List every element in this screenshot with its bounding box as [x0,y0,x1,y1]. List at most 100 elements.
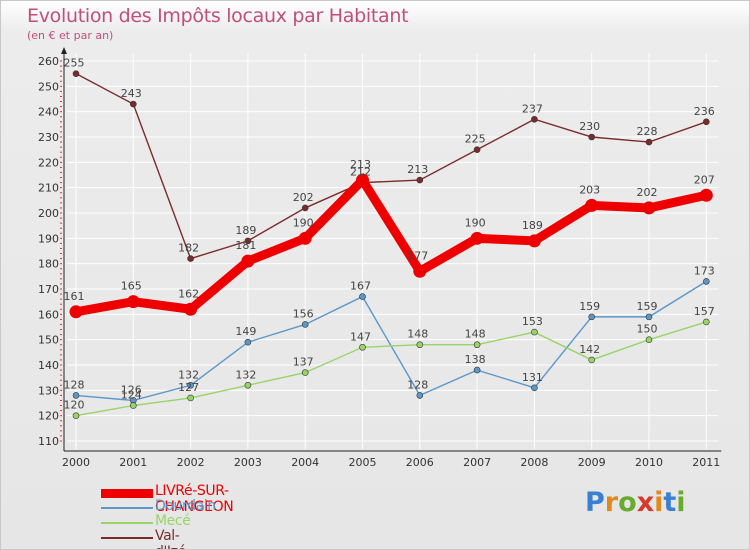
data-point-val-d-ize [473,146,481,153]
logo-letter: t [663,487,677,518]
y-minor-tick [60,75,62,77]
data-point-livre-sur-changeon [126,295,140,309]
data-label-livre-sur-changeon: 203 [579,183,600,196]
data-point-mece [588,356,596,364]
y-tick-label: 230 [38,131,59,144]
y-minor-tick [60,369,62,371]
y-minor-tick [60,430,62,432]
y-minor-tick [60,263,62,265]
y-minor-tick [60,151,62,153]
data-point-mece [531,328,538,336]
data-point-mece [702,318,710,326]
proxiti-logo: Proxiti [585,487,686,518]
y-minor-tick [60,232,62,234]
y-minor-tick [60,237,62,239]
legend-swatch [101,537,153,539]
y-minor-tick [60,364,62,366]
y-minor-tick [60,136,62,138]
x-tick-label: 2009 [578,456,606,469]
data-point-dourdain [473,366,481,374]
data-label-mece: 132 [235,368,256,381]
y-minor-tick [60,101,62,103]
data-label-val-d-ize: 212 [350,166,371,179]
y-minor-tick [60,202,62,204]
y-tick-label: 140 [38,359,59,372]
data-label-mece: 127 [178,381,199,394]
x-tick-label: 2011 [692,456,720,469]
data-label-dourdain: 132 [178,368,199,381]
data-label-val-d-ize: 243 [121,87,142,100]
y-minor-tick [60,242,62,244]
data-label-val-d-ize: 182 [178,242,199,255]
legend-label: Dourdain [155,498,216,514]
y-tick-label: 120 [38,410,59,423]
y-minor-tick [60,85,62,87]
y-minor-tick [60,288,62,290]
chart-title: Evolution des Impôts locaux par Habitant [27,5,409,27]
y-minor-tick [60,182,62,184]
series-line-dourdain [75,280,707,402]
legend-label: LIVRé-SUR-CHANGEON [155,483,234,515]
data-label-dourdain: 126 [121,383,142,396]
y-minor-tick [60,339,62,341]
series-line-val-d-ize [75,73,707,260]
y-minor-tick [60,410,62,412]
data-label-livre-sur-changeon: 202 [637,186,658,199]
data-label-livre-sur-changeon: 181 [235,239,256,252]
y-minor-tick [60,253,62,255]
data-label-val-d-ize: 225 [465,133,486,146]
y-minor-tick [60,207,62,209]
y-minor-tick [60,80,62,82]
data-label-val-d-ize: 236 [694,105,715,118]
data-label-val-d-ize: 228 [637,125,658,138]
data-label-mece: 157 [694,305,715,318]
logo-letter: i [654,487,664,518]
data-label-dourdain: 128 [64,378,85,391]
y-minor-tick [60,258,62,260]
data-point-livre-sur-changeon [470,231,484,245]
data-point-livre-sur-changeon [413,264,427,278]
y-minor-tick [60,116,62,118]
data-point-livre-sur-changeon [241,254,255,268]
legend-swatch [101,522,153,524]
data-label-dourdain: 131 [522,371,543,384]
y-minor-tick [60,192,62,194]
data-point-mece [187,394,194,402]
y-minor-tick [60,405,62,407]
data-point-livre-sur-changeon [184,302,198,316]
data-label-mece: 148 [407,328,428,341]
y-tick-label: 130 [38,384,59,397]
y-minor-tick [60,146,62,148]
y-minor-tick [60,334,62,336]
data-point-val-d-ize [301,204,309,212]
y-minor-tick [60,121,62,123]
y-minor-tick [60,177,62,179]
data-label-mece: 147 [350,330,371,343]
data-point-val-d-ize [130,100,137,108]
data-point-val-d-ize [187,255,194,262]
data-point-livre-sur-changeon [69,305,83,319]
data-label-mece: 142 [579,343,600,356]
data-point-val-d-ize [702,118,710,126]
y-minor-tick [60,359,62,361]
data-point-livre-sur-changeon [699,188,713,202]
data-label-livre-sur-changeon: 177 [407,249,428,262]
data-label-mece: 150 [637,323,658,336]
legend-swatch [101,507,153,509]
y-tick-label: 220 [38,156,59,169]
data-point-dourdain [531,384,538,392]
y-minor-tick [60,106,62,108]
y-minor-tick [60,197,62,199]
data-label-livre-sur-changeon: 162 [178,287,199,300]
logo-letter: i [676,487,686,518]
y-minor-tick [60,171,62,173]
y-minor-tick [60,344,62,346]
data-point-dourdain [187,381,194,389]
y-tick-label: 180 [38,258,59,271]
y-minor-tick [60,212,62,214]
y-minor-tick [60,354,62,356]
y-minor-tick [60,384,62,386]
data-point-mece [301,369,309,376]
legend-label: Mecé [155,513,191,529]
